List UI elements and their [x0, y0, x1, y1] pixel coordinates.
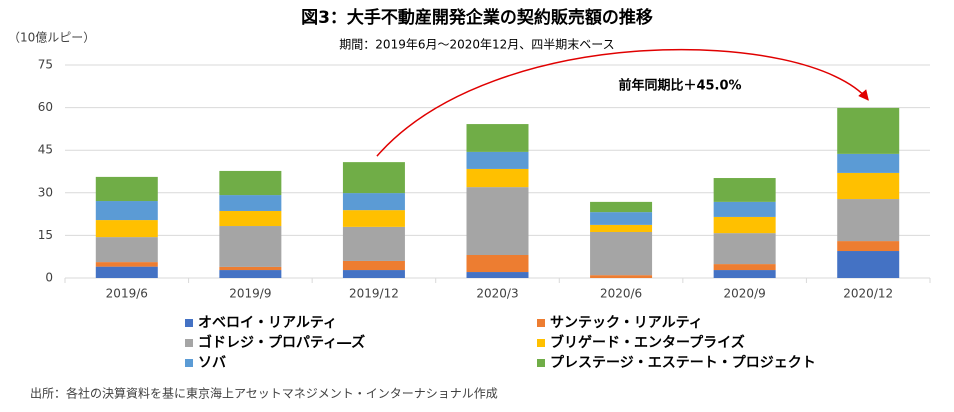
bar-segment [342, 270, 405, 278]
bar-segment [713, 216, 776, 234]
bar-segment [466, 151, 529, 169]
x-tick-label: 2019/6 [106, 287, 148, 301]
bar-segment [342, 226, 405, 261]
bar-segment [466, 168, 529, 188]
legend-swatch [185, 319, 193, 327]
chart-title: 図3：大手不動産開発企業の契約販売額の推移 [301, 7, 653, 28]
bar-segment [590, 212, 653, 225]
bar-segment [713, 233, 776, 265]
bar-segment [95, 262, 158, 267]
y-tick-label: 60 [38, 100, 53, 114]
bar-segment [837, 172, 900, 200]
bar-segment [219, 270, 282, 278]
legend-swatch [537, 339, 545, 347]
bar-segment [590, 224, 653, 232]
bar-segment [466, 187, 529, 255]
bar-segment [342, 162, 405, 194]
bar-segment [713, 270, 776, 278]
bar-segment [219, 226, 282, 267]
x-tick-label: 2019/12 [349, 287, 399, 301]
bar-segment [713, 178, 776, 202]
bar-segment [95, 201, 158, 221]
bar-segment [466, 254, 529, 273]
bar-segment [837, 107, 900, 154]
bar-segment [342, 193, 405, 211]
bar-segment [466, 124, 529, 152]
bar-segment [837, 251, 900, 278]
legend-label: ソバ [198, 355, 226, 371]
bar-segment [95, 220, 158, 238]
legend-swatch [537, 319, 545, 327]
legend-label: サンテック・リアルティ [550, 315, 703, 331]
y-tick-label: 75 [38, 58, 53, 72]
bar-segment [95, 266, 158, 278]
bar-segment [590, 231, 653, 276]
legend-swatch [185, 339, 193, 347]
x-tick-label: 2019/9 [229, 287, 271, 301]
bar-segment [342, 210, 405, 227]
bar-segment [219, 195, 282, 211]
y-tick-label: 0 [45, 271, 53, 285]
x-tick-label: 2020/3 [476, 287, 518, 301]
x-tick-label: 2020/6 [600, 287, 642, 301]
legend-label: ゴドレジ・プロパティ―ズ [198, 334, 365, 351]
bar-segment [837, 153, 900, 173]
x-tick-label: 2020/12 [843, 287, 893, 301]
chart-subtitle: 期間：2019年6月〜2020年12月、四半期末ベース [339, 38, 614, 52]
y-tick-label: 30 [38, 185, 53, 199]
legend-label: ブリゲード・エンタープライズ [550, 334, 745, 351]
source: 出所：各社の決算資料を基に東京海上アセットマネジメント・インターナショナル作成 [30, 386, 498, 401]
bar-segment [219, 210, 282, 227]
bar-segment [95, 237, 158, 263]
bar-segment [219, 266, 282, 271]
legend-label: オベロイ・リアルティ [198, 315, 337, 331]
bar-segment [342, 260, 405, 271]
y-tick-label: 15 [38, 228, 53, 242]
bar-segment [837, 199, 900, 242]
bar-segment [713, 201, 776, 217]
bar-segment [95, 176, 158, 202]
bar-segment [713, 264, 776, 271]
bar-segment [466, 272, 529, 278]
y-tick-label: 45 [38, 143, 53, 157]
x-tick-label: 2020/9 [724, 287, 766, 301]
bar-segment [590, 275, 653, 278]
annotation-arrow [376, 48, 869, 157]
annotation: 前年同期比＋45.0% [618, 78, 741, 94]
legend-swatch [537, 359, 545, 367]
bar-segment [590, 201, 653, 213]
bar-segment [837, 241, 900, 252]
y-axis-label: （10億ルピー） [8, 31, 95, 45]
legend-swatch [185, 359, 193, 367]
bar-segment [219, 170, 282, 196]
legend-label: プレステージ・エステート・プロジェクト [550, 355, 816, 371]
